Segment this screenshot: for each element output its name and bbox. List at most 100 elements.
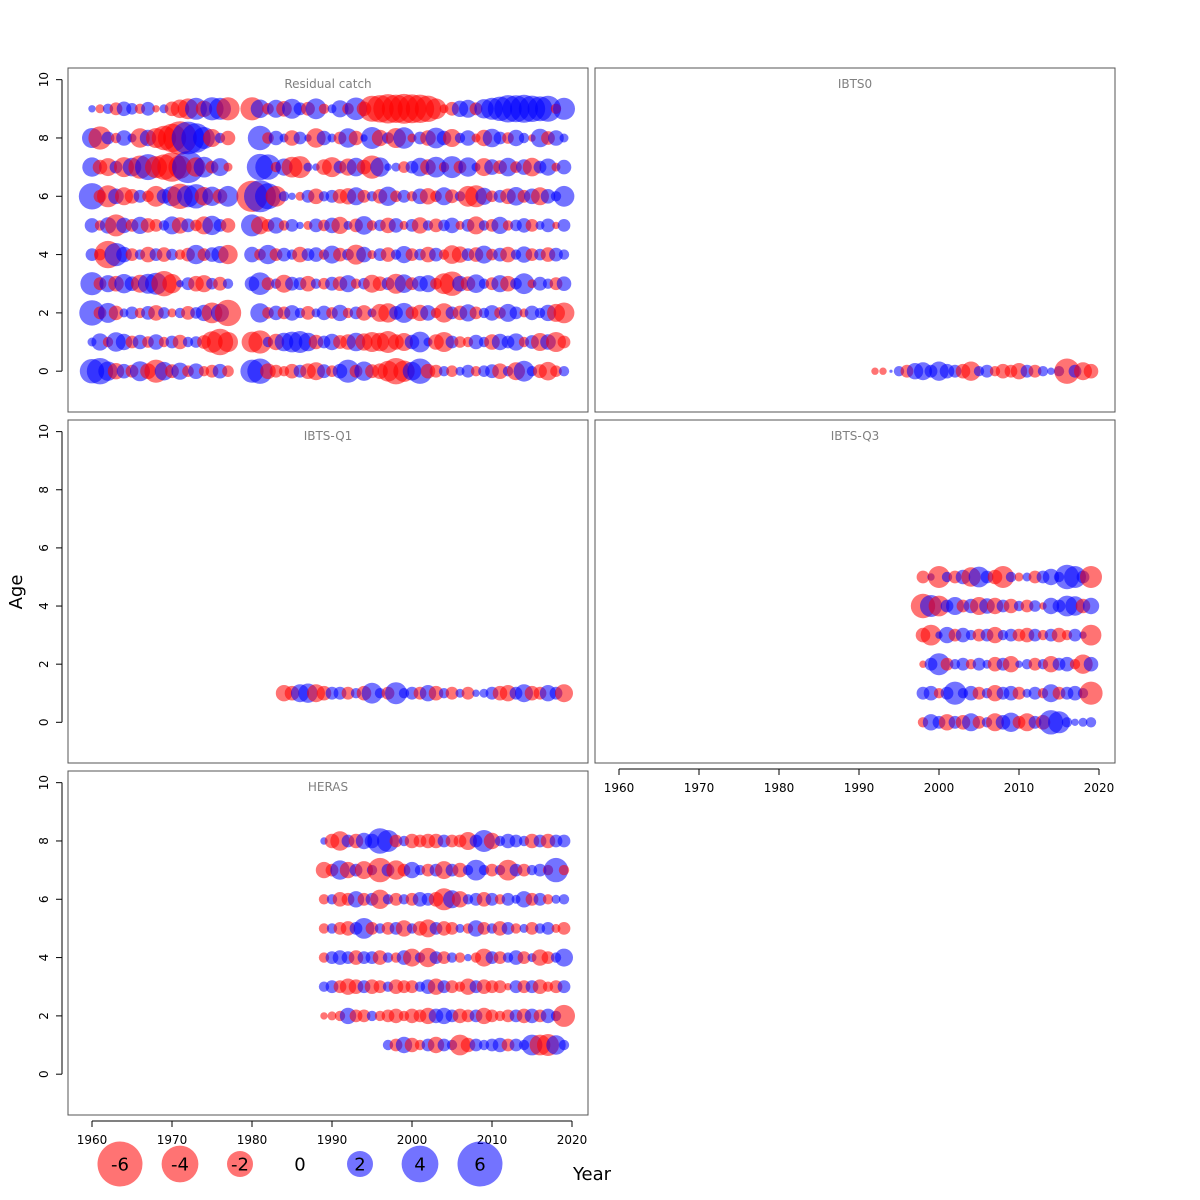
residual-bubble: [558, 1039, 570, 1051]
residual-bubble: [546, 1035, 566, 1055]
panel-frame: [67, 770, 589, 1116]
residual-bubble: [167, 308, 177, 318]
residual-bubble: [88, 105, 96, 113]
residual-bubble: [320, 1012, 328, 1020]
residual-bubble: [388, 218, 404, 233]
residual-bubble: [550, 365, 562, 378]
residual-bubble: [220, 130, 236, 146]
residual-bubble: [310, 278, 322, 289]
residual-bubble: [141, 101, 155, 116]
residual-bubble: [1061, 717, 1073, 728]
residual-bubble: [95, 104, 105, 114]
residual-bubble: [940, 657, 954, 671]
residual-bubble: [318, 894, 330, 905]
residual-bubble: [1083, 656, 1099, 672]
residual-bubble: [509, 306, 523, 320]
y-tick-label: 0: [37, 367, 51, 375]
residual-bubble: [356, 305, 372, 321]
residual-bubble: [553, 97, 575, 120]
residual-bubble: [223, 162, 233, 172]
residual-bubble: [355, 861, 373, 880]
residual-bubble: [1005, 571, 1017, 583]
residual-bubble: [331, 304, 349, 322]
panel-title: IBTS-Q1: [304, 429, 353, 443]
residual-bubble: [1028, 686, 1042, 700]
residual-bubble: [405, 980, 419, 994]
residual-bubble: [469, 306, 483, 320]
residual-bubble: [278, 191, 290, 202]
residual-bubble: [540, 1008, 556, 1024]
residual-bubble: [524, 305, 540, 321]
residual-bubble: [91, 333, 109, 351]
residual-bubble: [218, 332, 238, 352]
residual-bubble: [889, 369, 893, 373]
residual-bubble: [217, 185, 239, 207]
residual-bubble: [443, 129, 461, 147]
residual-bubble: [972, 686, 986, 700]
residual-bubble: [255, 154, 281, 180]
residual-bubble: [1015, 660, 1023, 668]
residual-bubble: [222, 278, 234, 289]
residual-bubble: [1071, 718, 1079, 726]
residual-bubble: [108, 305, 124, 321]
legend-bubble: [401, 1145, 439, 1183]
residual-bubble: [366, 220, 378, 231]
panel-ibts0: IBTS0: [594, 67, 1116, 413]
residual-bubble: [411, 217, 429, 234]
residual-bubble: [916, 570, 930, 584]
residual-bubble: [525, 922, 539, 935]
residual-bubble: [955, 627, 971, 643]
residual-bubble: [1042, 568, 1060, 586]
x-tick-label: 2000: [397, 1133, 428, 1147]
residual-bubble: [553, 302, 575, 324]
legend-bubble: [161, 1145, 199, 1183]
residual-bubble: [339, 275, 357, 293]
panel-title: IBTS0: [838, 77, 872, 91]
residual-bubble: [268, 130, 284, 146]
residual-bubble: [943, 681, 967, 705]
residual-bubble: [956, 657, 970, 671]
residual-bubble: [540, 189, 556, 204]
residual-bubble: [461, 686, 475, 700]
residual-bubble: [361, 682, 383, 704]
residual-bubble: [391, 162, 401, 172]
residual-bubble: [267, 217, 285, 234]
residual-bubble: [152, 105, 160, 113]
residual-bubble: [365, 922, 379, 935]
residual-bubble: [445, 980, 459, 994]
residual-bubble: [502, 220, 514, 231]
residual-bubble: [293, 131, 307, 145]
residual-bubble: [316, 130, 332, 146]
residual-bubble: [429, 364, 443, 378]
residual-bubble: [1048, 711, 1070, 734]
y-tick-label: 2: [37, 309, 51, 317]
residual-bubble: [382, 952, 394, 963]
y-tick-label: 2: [37, 1012, 51, 1020]
residual-bubble: [454, 336, 466, 348]
residual-bubble: [446, 952, 458, 963]
residual-bubble: [248, 330, 272, 354]
residual-bubble: [79, 300, 105, 326]
residual-bubble: [485, 863, 499, 877]
residual-bubble: [485, 892, 499, 906]
residual-bubble: [510, 923, 522, 934]
legend-label: 0: [294, 1154, 305, 1175]
x-tick-label: 1980: [764, 781, 795, 795]
residual-bubble: [429, 247, 443, 262]
residual-bubble: [445, 189, 459, 204]
residual-bubble: [454, 952, 466, 963]
residual-bubble: [1082, 597, 1100, 615]
residual-bubble: [485, 1009, 499, 1023]
residual-bubble: [445, 686, 459, 700]
residual-bubble: [501, 922, 515, 935]
residual-bubble: [504, 983, 512, 991]
residual-bubble: [509, 834, 523, 848]
legend-label: -2: [231, 1154, 249, 1175]
residual-bubble: [919, 660, 927, 668]
legend-entry: -6: [97, 1141, 143, 1187]
residual-bubble: [517, 863, 531, 877]
residual-bubble: [188, 363, 204, 380]
residual-bubble: [420, 305, 436, 321]
residual-bubble: [176, 280, 184, 288]
y-tick-label: 4: [37, 602, 51, 610]
